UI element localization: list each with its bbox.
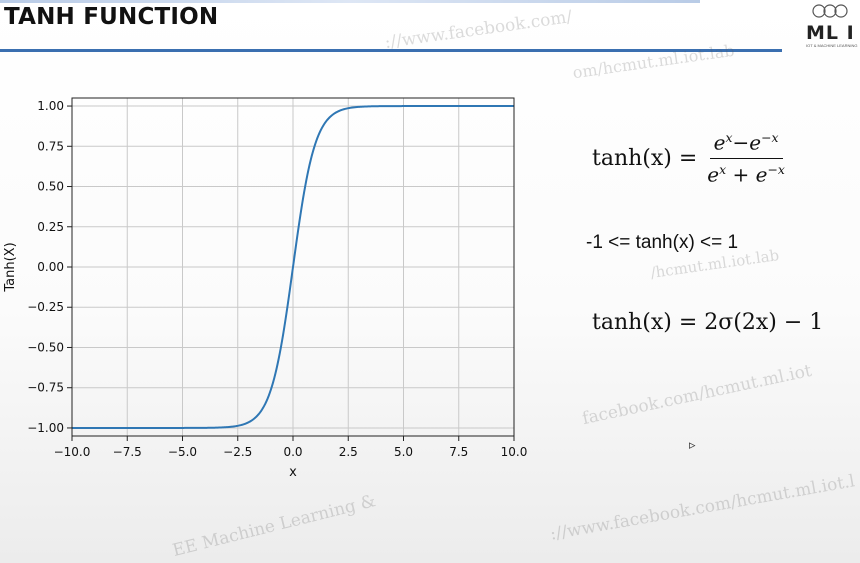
y-tick-label: 0.00 (37, 260, 64, 274)
tanh-sigmoid-identity: tanh(x) = 2σ(2x) − 1 (592, 310, 824, 335)
y-tick-label: −0.75 (27, 381, 64, 395)
x-tick-label: 10.0 (501, 445, 528, 459)
watermark-5: EE Machine Learning & (170, 491, 378, 561)
y-tick-label: 0.25 (37, 220, 64, 234)
x-tick-label: −5.0 (168, 445, 197, 459)
watermark-1: ://www.facebook.com/ (383, 6, 574, 54)
mouse-cursor-icon: ▹ (689, 437, 696, 452)
x-tick-label: 7.5 (449, 445, 468, 459)
y-axis-ticks: −1.00 −0.75 −0.50 −0.25 0.00 0.25 0.50 0.75 1.00 (27, 99, 72, 435)
x-tick-label: −10.0 (54, 445, 91, 459)
y-tick-label: −0.50 (27, 340, 64, 354)
x-axis-ticks: −10.0 −7.5 −5.0 −2.5 0.0 2.5 5.0 7.5 10.0 (54, 436, 528, 459)
watermark-4: facebook.com/hcmut.ml.iot (580, 360, 814, 430)
logo-text: ML I (806, 22, 855, 44)
x-tick-label: 2.5 (339, 445, 358, 459)
x-tick-label: −7.5 (113, 445, 142, 459)
title-divider (0, 49, 782, 52)
y-tick-label: −1.00 (27, 421, 64, 435)
tanh-range-text: -1 <= tanh(x) <= 1 (586, 232, 739, 253)
logo-subtitle: IOT & MACHINE LEARNING (806, 43, 858, 48)
tanh-fraction: ex−e−x ex + e−x (707, 130, 785, 186)
y-tick-label: 1.00 (37, 99, 64, 113)
y-axis-label: Tanh(X) (3, 242, 18, 292)
y-tick-label: −0.25 (27, 300, 64, 314)
watermark-2: om/hcmut.ml.iot.lab (571, 40, 736, 83)
page-title: TANH FUNCTION (4, 4, 219, 30)
x-tick-label: 0.0 (283, 445, 302, 459)
top-decor-strip (0, 0, 700, 3)
y-tick-label: 0.75 (37, 139, 64, 153)
x-tick-label: −2.5 (223, 445, 252, 459)
lab-logo: ML I IOT & MACHINE LEARNING (800, 2, 860, 50)
tanh-curve (72, 105, 514, 429)
x-tick-label: 5.0 (394, 445, 413, 459)
x-axis-label: x (289, 465, 297, 480)
logo-rings-icon (812, 4, 848, 18)
tanh-definition-formula: tanh(x) = ex−e−x ex + e−x (592, 130, 785, 186)
fraction-numerator: ex−e−x (709, 130, 783, 159)
fraction-denominator: ex + e−x (707, 161, 785, 187)
watermark-6: ://www.facebook.com/hcmut.ml.iot.l (548, 471, 857, 545)
y-tick-label: 0.50 (37, 180, 64, 194)
tanh-chart: −10.0 −7.5 −5.0 −2.5 0.0 2.5 5.0 7.5 10.0 −1.00−… (3, 97, 528, 480)
tanh-lhs: tanh(x) = (592, 145, 698, 171)
